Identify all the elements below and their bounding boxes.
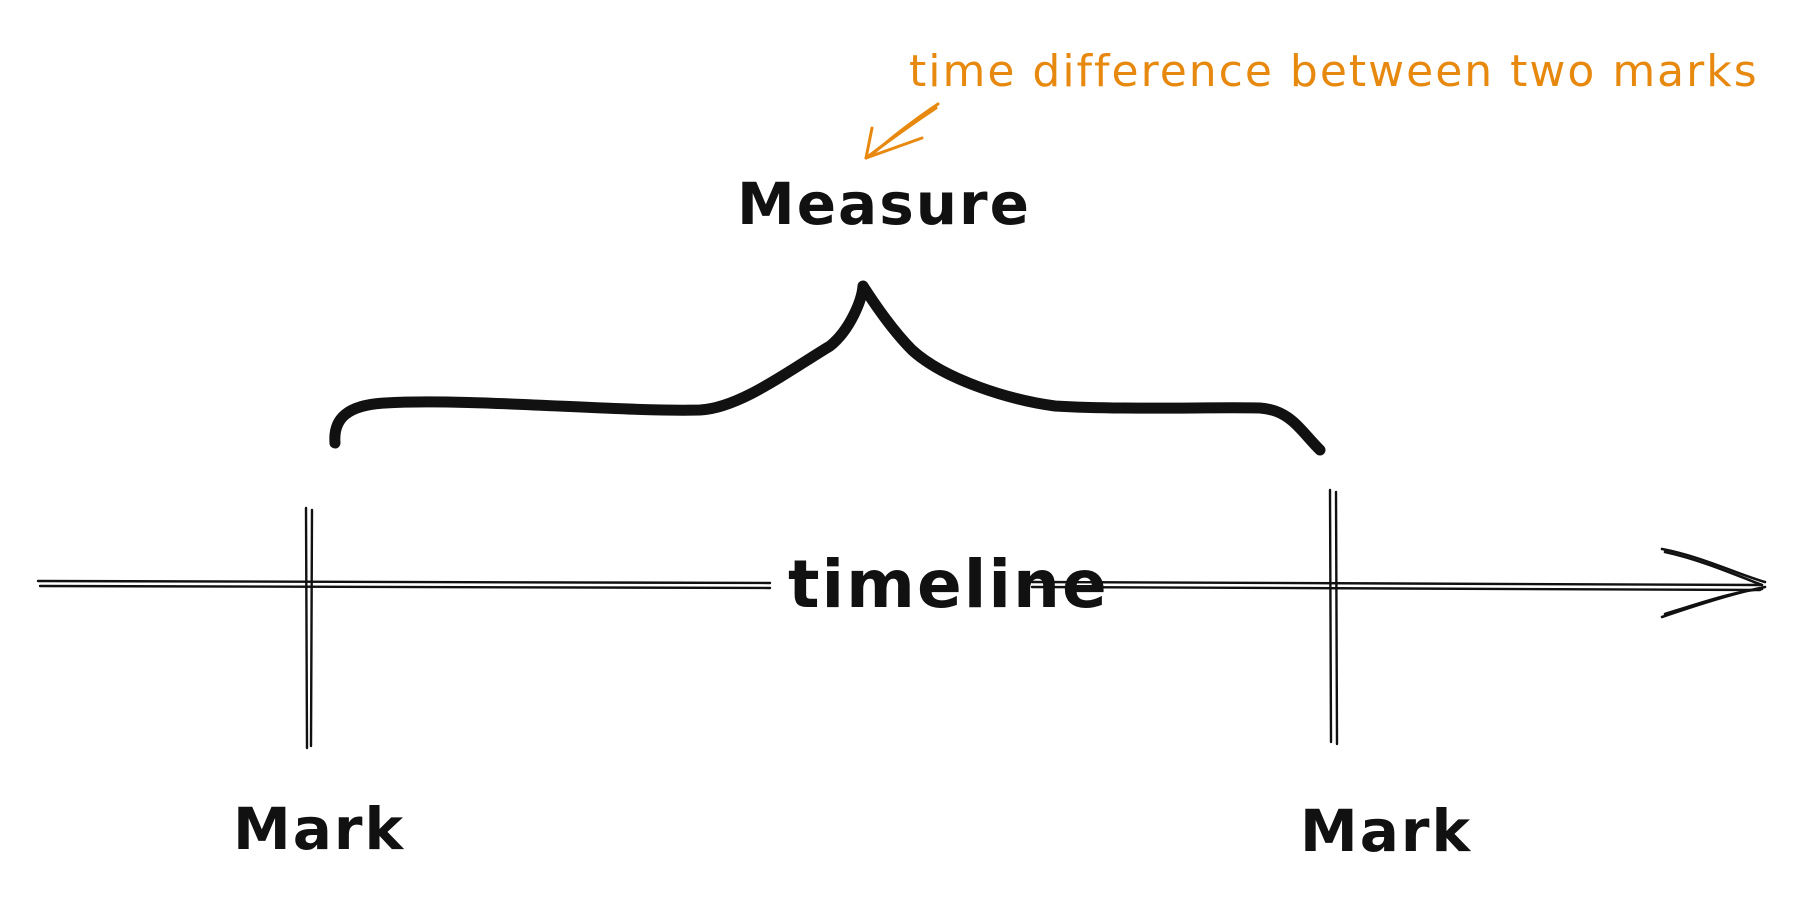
- timeline-label: timeline: [788, 546, 1109, 623]
- timeline-arrowhead: [1660, 547, 1767, 619]
- measure-label: Measure: [737, 170, 1031, 238]
- timeline-line: [36, 579, 1762, 592]
- measure-brace: [329, 280, 1326, 456]
- mark-label-1: Mark: [233, 795, 405, 863]
- annotation-text: time difference between two marks: [909, 46, 1759, 97]
- mark-tick-1: [304, 506, 314, 750]
- mark-tick-2: [1328, 488, 1339, 746]
- mark-label-2: Mark: [1300, 797, 1472, 865]
- annotation-arrow: [864, 102, 940, 160]
